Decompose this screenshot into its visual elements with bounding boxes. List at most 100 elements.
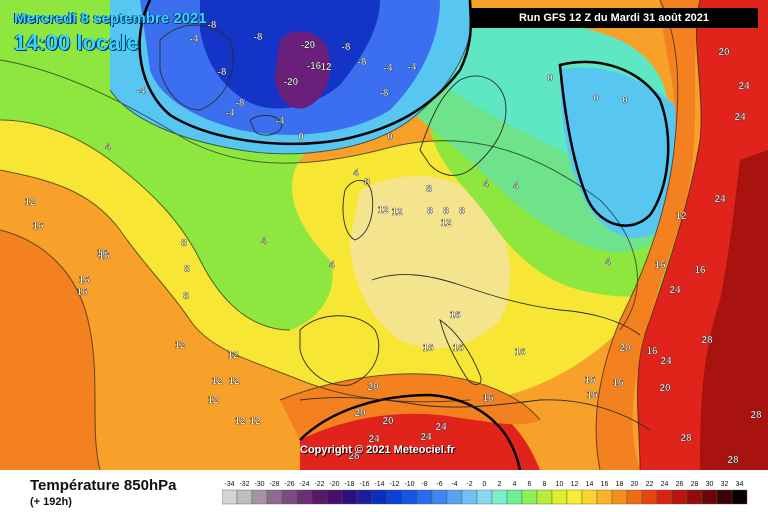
coastline-greenland (159, 24, 234, 111)
isotherm-line (109, 0, 473, 155)
legend-swatch (416, 489, 433, 505)
isotherm-label: 24 (368, 434, 380, 445)
isotherm-label: 8 (183, 291, 189, 302)
isotherm-label: 12 (391, 207, 403, 218)
legend-swatch (626, 489, 643, 505)
isotherm-label: 16 (654, 260, 666, 271)
zero-isotherm-line (558, 60, 670, 227)
isotherm-label: 0 (387, 132, 393, 143)
isotherm-label: -8 (236, 98, 245, 109)
isotherm-label: -4 (190, 34, 199, 45)
isotherm-label: 8 (443, 206, 449, 217)
legend-tick-label: 10 (556, 481, 564, 488)
isotherm-label: 28 (701, 335, 713, 346)
isotherm-label: 4 (605, 257, 611, 268)
legend-swatch (731, 489, 748, 505)
isotherm-label: 28 (750, 410, 762, 421)
legend-tick-label: 20 (631, 481, 639, 488)
isotherm-label: 16 (422, 343, 434, 354)
isotherm-label: 20 (354, 408, 366, 419)
zone-orange-west (0, 230, 100, 470)
isotherm-labels: -8-8-8-8-8-8-8-20-20-16 12-4-4-4-4-4-40 00… (24, 20, 762, 466)
legend-swatch (536, 489, 553, 505)
legend-tick-label: -10 (404, 481, 414, 488)
isotherm-label: 4 (353, 168, 359, 179)
legend-tick-label: 24 (661, 481, 669, 488)
legend-tick-label: 12 (571, 481, 579, 488)
coastline-iceland (249, 114, 283, 136)
legend-swatch (461, 489, 478, 505)
legend-swatch (551, 489, 568, 505)
legend-tick-label: 0 (483, 481, 487, 488)
legend-swatch (716, 489, 733, 505)
isotherm-label: 4 (483, 179, 489, 190)
isotherm-label: -8 (254, 32, 263, 43)
isotherm-label: 8 (427, 206, 433, 217)
color-scale: -34 -32 -30 -28 -26 -24 -22 -20 -18 -16 -14 -12 -10-… (222, 481, 748, 505)
coastlines (159, 24, 651, 431)
isotherm-label: 0 (622, 95, 628, 106)
isotherm-label: 16 (449, 310, 461, 321)
zero-isotherm-line (138, 0, 473, 146)
isotherm-label: 12 (320, 62, 332, 73)
isotherm-label: 0 (593, 93, 599, 104)
zone-orange-med (280, 373, 540, 440)
legend-tick-label: 16 (601, 481, 609, 488)
isotherm-label: 16 (96, 248, 108, 259)
model-run-banner: Run GFS 12 Z du Mardi 31 août 2021 (470, 8, 758, 28)
temperature-map: -8-8-8-8-8-8-8-20-20-16 12-4-4-4-4-4-40 00… (0, 0, 768, 470)
isotherm-label: 20 (382, 416, 394, 427)
coastline-scandinavia (419, 75, 507, 176)
isotherm-label: 16 (32, 221, 44, 232)
isotherm-label: 4 (105, 142, 111, 153)
legend-swatch (671, 489, 688, 505)
coastline-iberia (299, 315, 380, 386)
isotherm-label: 16 (482, 393, 494, 404)
legend-tick-label: -12 (389, 481, 399, 488)
legend-tick-label: -16 (359, 481, 369, 488)
isotherm-label: 20 (619, 343, 631, 354)
isotherm-label: 8 (364, 177, 370, 188)
isotherm-label: 20 (659, 383, 671, 394)
legend-bar: Température 850hPa (+ 192h) -34 -32 -30 -28… (0, 470, 768, 512)
isotherm-label: -4 (384, 63, 393, 74)
isotherm-line (0, 59, 638, 331)
legend-swatch (386, 489, 403, 505)
isotherm-line (279, 373, 541, 421)
isotherm-label: 16 (612, 378, 624, 389)
isotherm-label: 12 (24, 197, 36, 208)
isotherm-label: 16 (78, 275, 90, 286)
isotherm-label: 16 (76, 287, 88, 298)
zone-pale-yellow (350, 176, 511, 349)
legend-tick-label: -2 (466, 481, 472, 488)
legend-tick-label: -26 (284, 481, 294, 488)
legend-swatch (341, 489, 358, 505)
copyright-notice: Copyright © 2021 Meteociel.fr (300, 444, 455, 456)
forecast-lead-time: (+ 192h) (30, 496, 72, 508)
isotherm-label: 8 (181, 238, 187, 249)
isotherm-label: 24 (734, 112, 746, 123)
isotherm-label: 12 (249, 416, 261, 427)
legend-tick-label: 6 (528, 481, 532, 488)
isotherm-label: 24 (738, 81, 750, 92)
legend-tick-label: -34 (224, 481, 234, 488)
isotherm-label: 12 (211, 376, 223, 387)
isotherm-label: -4 (137, 86, 146, 97)
zone-dark-red-east (700, 150, 768, 470)
isotherm-label: 12 (440, 218, 452, 229)
isotherm-label: -8 (380, 88, 389, 99)
forecast-date: Mercredi 8 septembre 2021 (14, 10, 207, 27)
legend-tick-label: -14 (374, 481, 384, 488)
coastline-italy (439, 318, 482, 386)
isotherm-label: 28 (680, 433, 692, 444)
isotherm-label: 8 (459, 206, 465, 217)
legend-swatch (521, 489, 538, 505)
legend-swatch (266, 489, 283, 505)
legend-tick-label: 8 (543, 481, 547, 488)
legend-swatch (311, 489, 328, 505)
isotherm-line (595, 0, 679, 470)
isotherm-label: 4 (513, 181, 519, 192)
legend-swatch (222, 489, 238, 505)
isotherm-label: 16 (586, 390, 598, 401)
